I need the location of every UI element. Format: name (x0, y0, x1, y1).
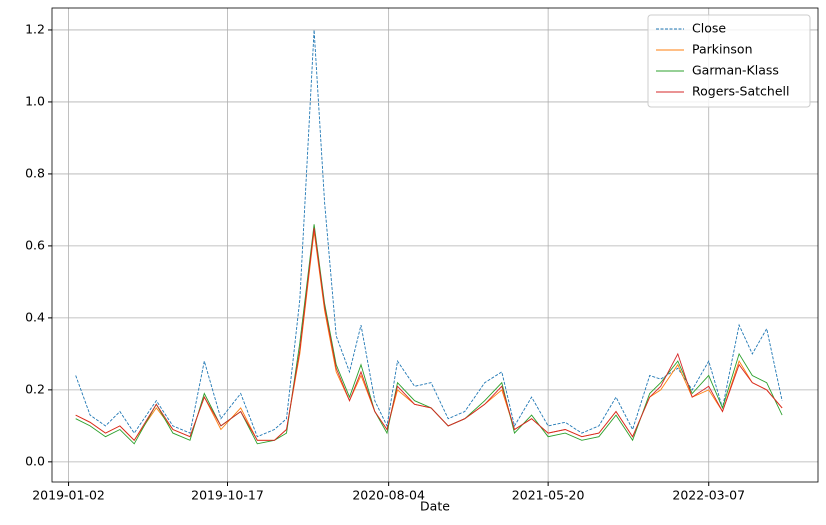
y-tick-label: 0.0 (25, 453, 45, 468)
y-tick-label: 1.0 (25, 93, 45, 108)
legend-label: Rogers-Satchell (692, 84, 790, 99)
x-tick-label: 2020-08-04 (352, 488, 425, 503)
x-axis-label: Date (420, 499, 450, 514)
legend-label: Close (692, 21, 726, 36)
x-tick-label: 2021-05-20 (512, 488, 585, 503)
y-tick-label: 0.8 (25, 165, 45, 180)
y-tick-label: 0.2 (25, 381, 45, 396)
axes-frame (51, 7, 819, 483)
series-line (75, 227, 783, 442)
legend-label: Parkinson (692, 42, 753, 57)
series-line (75, 224, 783, 445)
series-line (75, 231, 783, 442)
y-tick-label: 1.2 (25, 21, 45, 36)
x-tick-label: 2019-10-17 (191, 488, 264, 503)
y-tick-label: 0.6 (25, 237, 45, 252)
x-tick-label: 2022-03-07 (672, 488, 745, 503)
x-tick-label: 2019-01-02 (32, 488, 105, 503)
legend-box (647, 14, 811, 108)
legend-label: Garman-Klass (692, 63, 779, 78)
y-tick-label: 0.4 (25, 309, 45, 324)
